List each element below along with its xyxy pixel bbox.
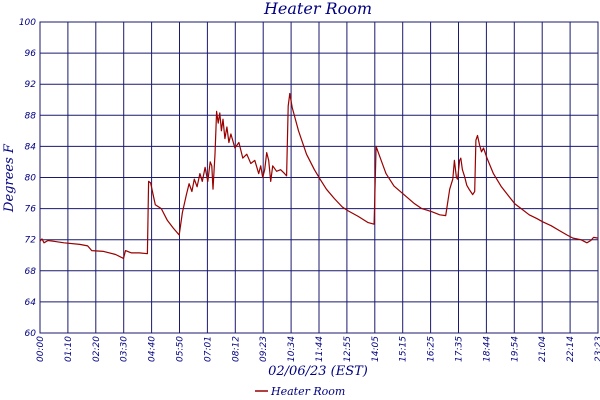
x-tick-label: 10:34 (287, 336, 297, 362)
legend: Heater Room (255, 385, 345, 398)
y-tick-label: 88 (25, 111, 37, 121)
x-tick-label: 17:35 (455, 336, 465, 362)
x-axis-label: 02/06/23 (EST) (268, 364, 368, 379)
x-tick-label: 14:05 (371, 336, 381, 362)
x-tick-label: 08:12 (231, 336, 241, 362)
x-tick-labels: 00:00 01:10 02:20 03:30 04:40 05:50 07:01 08:12… (36, 336, 600, 362)
series-line-heater-room (39, 92, 599, 259)
x-tick-label: 09:23 (259, 336, 269, 362)
x-tick-label: 01:10 (64, 336, 74, 362)
x-tick-label: 23:23 (594, 336, 600, 362)
y-tick-label: 100 (19, 18, 36, 28)
x-tick-label: 18:44 (482, 336, 492, 362)
x-tick-label: 02:20 (92, 336, 102, 362)
y-tick-label: 96 (25, 49, 37, 59)
y-tick-label: 92 (25, 80, 37, 90)
y-tick-label: 80 (25, 174, 37, 184)
y-tick-label: 72 (25, 236, 37, 246)
x-tick-label: 19:54 (510, 336, 520, 362)
y-axis-label: Degrees F (2, 143, 17, 213)
x-tick-label: 04:40 (148, 336, 158, 362)
x-tick-label: 07:01 (203, 336, 213, 362)
x-tick-label: 05:50 (176, 336, 186, 362)
y-tick-label: 64 (25, 298, 37, 308)
x-tick-label: 16:25 (427, 336, 437, 362)
y-tick-labels: 60 64 68 72 76 80 84 88 92 96 100 (19, 18, 36, 339)
x-tick-label: 21:04 (538, 336, 548, 362)
y-tick-label: 76 (25, 205, 37, 215)
x-tick-label: 03:30 (120, 336, 130, 362)
x-tick-label: 00:00 (36, 336, 46, 362)
chart-title: Heater Room (263, 0, 372, 18)
grid (39, 21, 599, 334)
legend-label: Heater Room (270, 385, 345, 398)
y-tick-label: 68 (25, 267, 37, 277)
x-tick-label: 12:55 (343, 336, 353, 362)
y-tick-label: 84 (25, 142, 37, 152)
x-tick-label: 11:44 (315, 336, 325, 362)
y-tick-label: 60 (25, 329, 37, 339)
x-tick-label: 15:15 (399, 336, 409, 362)
x-tick-label: 22:14 (566, 336, 576, 362)
series-layer (39, 92, 599, 259)
